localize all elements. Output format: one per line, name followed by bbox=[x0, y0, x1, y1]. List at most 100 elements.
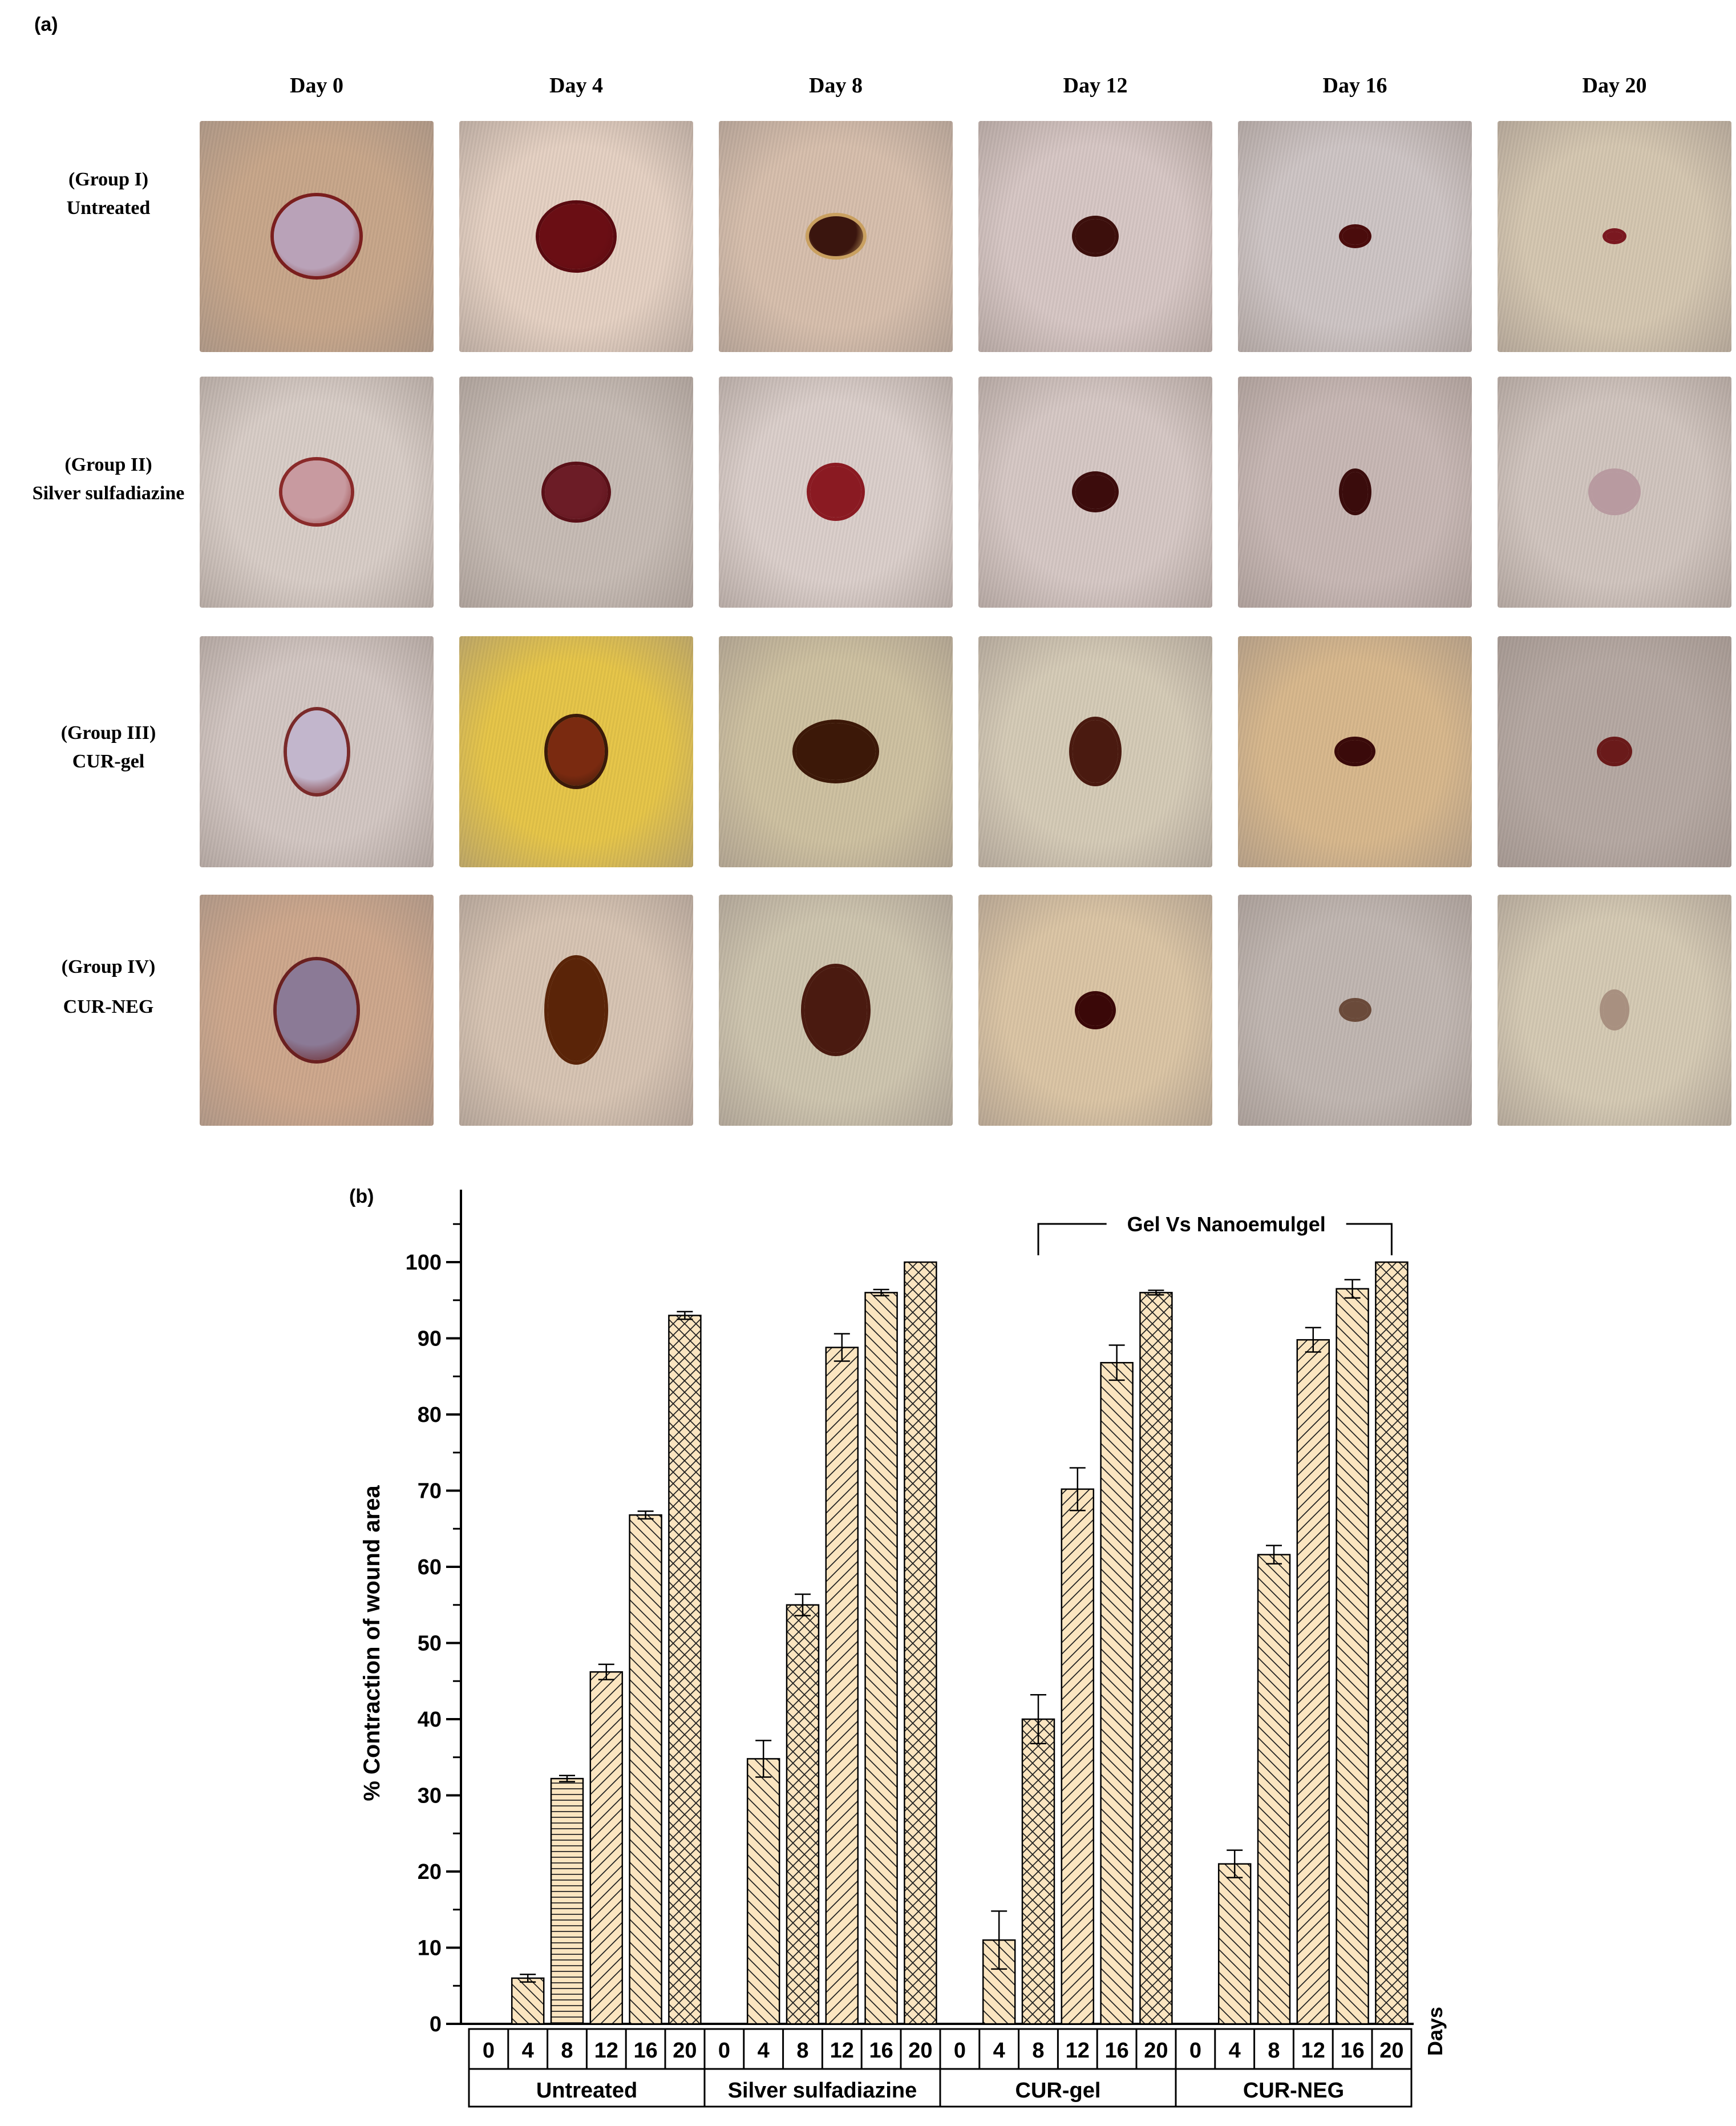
wound-area bbox=[539, 203, 613, 269]
wound-area bbox=[282, 460, 351, 523]
panel-b-label: (b) bbox=[349, 1186, 374, 1207]
wound-photo bbox=[1238, 636, 1472, 867]
wound-photo bbox=[1498, 636, 1731, 867]
group-label-line1: (Group IV) bbox=[61, 956, 156, 977]
wound-area bbox=[808, 216, 863, 256]
bar bbox=[629, 1514, 662, 2025]
day-tick-label: 16 bbox=[1340, 2039, 1364, 2063]
day-header: Day 16 bbox=[1322, 74, 1387, 98]
group-label: (Group I) Untreated bbox=[0, 165, 217, 223]
y-tick-label: 30 bbox=[418, 1784, 442, 1808]
day-tick-label: 8 bbox=[1032, 2039, 1044, 2063]
wound-area bbox=[1338, 740, 1372, 763]
wound-area bbox=[548, 717, 605, 786]
bar bbox=[746, 1758, 780, 2025]
day-tick-label: 0 bbox=[1189, 2039, 1201, 2063]
y-tick-label: 40 bbox=[418, 1708, 442, 1732]
group-label: (Group IV) CUR-NEG bbox=[0, 953, 217, 1021]
day-tick-label: 16 bbox=[1104, 2039, 1128, 2063]
day-tick-label: 20 bbox=[908, 2039, 932, 2063]
day-tick-label: 20 bbox=[673, 2039, 697, 2063]
wound-photo bbox=[978, 121, 1212, 352]
day-tick-label: 16 bbox=[869, 2039, 893, 2063]
group-label-line1: (Group III) bbox=[60, 722, 156, 743]
wound-photo bbox=[719, 895, 953, 1126]
wound-photo bbox=[200, 377, 434, 608]
wound-photo bbox=[719, 636, 953, 867]
day-tick-label: 0 bbox=[954, 2039, 966, 2063]
group-tick-label: CUR-gel bbox=[1015, 2079, 1101, 2103]
bar bbox=[550, 1777, 584, 2025]
panel-a-label: (a) bbox=[34, 14, 58, 35]
day-tick-label: 12 bbox=[1066, 2039, 1090, 2063]
wound-photo bbox=[1238, 895, 1472, 1126]
day-tick-label: 20 bbox=[1144, 2039, 1168, 2063]
group-label: (Group III) CUR-gel bbox=[0, 719, 217, 776]
wound-photo bbox=[978, 636, 1212, 867]
wound-area bbox=[1075, 475, 1115, 509]
day-tick-label: 20 bbox=[1379, 2039, 1403, 2063]
group-label-line2: CUR-NEG bbox=[63, 996, 154, 1017]
wound-area bbox=[1073, 720, 1118, 783]
wound-photo bbox=[978, 377, 1212, 608]
day-tick-label: 12 bbox=[1301, 2039, 1325, 2063]
wound-area bbox=[1075, 219, 1115, 253]
day-tick-label: 8 bbox=[561, 2039, 573, 2063]
x-axis-title: Days bbox=[1423, 2007, 1447, 2056]
group-label-line1: (Group II) bbox=[64, 454, 152, 475]
wound-area bbox=[1606, 232, 1623, 241]
wound-area bbox=[1342, 1001, 1368, 1018]
wound-area bbox=[277, 960, 357, 1060]
wound-area bbox=[286, 710, 347, 793]
group-label: (Group II) Silver sulfadiazine bbox=[0, 451, 217, 508]
day-header: Day 0 bbox=[290, 74, 343, 98]
y-tick-label: 90 bbox=[418, 1327, 442, 1351]
day-tick-label: 16 bbox=[633, 2039, 657, 2063]
wound-area bbox=[1600, 740, 1629, 763]
day-tick-label: 0 bbox=[483, 2039, 495, 2063]
wound-photo bbox=[719, 377, 953, 608]
bar bbox=[511, 1977, 545, 2025]
bar bbox=[1296, 1339, 1330, 2025]
day-header: Day 4 bbox=[549, 74, 603, 98]
day-tick-label: 8 bbox=[1268, 2039, 1280, 2063]
wound-area bbox=[1592, 472, 1637, 512]
wound-photo bbox=[200, 895, 434, 1126]
wound-photo bbox=[1498, 121, 1731, 352]
day-header: Day 8 bbox=[809, 74, 863, 98]
group-tick-label: CUR-NEG bbox=[1243, 2079, 1344, 2103]
day-tick-label: 4 bbox=[522, 2039, 534, 2063]
comparison-label-bg bbox=[1106, 1211, 1346, 1236]
wound-area bbox=[1603, 993, 1626, 1027]
wound-photo bbox=[200, 121, 434, 352]
day-tick-label: 12 bbox=[830, 2039, 854, 2063]
group-tick-label: Silver sulfadiazine bbox=[728, 2079, 917, 2103]
y-tick-label: 0 bbox=[430, 2012, 442, 2036]
wound-area bbox=[796, 723, 876, 780]
bar bbox=[864, 1292, 898, 2025]
bar bbox=[825, 1347, 859, 2025]
wound-photo bbox=[1238, 121, 1472, 352]
day-tick-label: 4 bbox=[758, 2039, 770, 2063]
wound-area bbox=[1078, 994, 1112, 1026]
bar bbox=[1375, 1261, 1409, 2025]
wound-photo bbox=[459, 636, 693, 867]
bar bbox=[1139, 1292, 1173, 2025]
wound-area bbox=[1342, 472, 1368, 512]
day-tick-label: 8 bbox=[796, 2039, 808, 2063]
y-tick-label: 80 bbox=[418, 1403, 442, 1427]
wound-photo bbox=[1498, 895, 1731, 1126]
wound-photo bbox=[1498, 377, 1731, 608]
wound-photo bbox=[200, 636, 434, 867]
bar bbox=[668, 1315, 702, 2025]
wound-photo bbox=[459, 121, 693, 352]
y-tick-label: 50 bbox=[418, 1632, 442, 1656]
wound-photo bbox=[1238, 377, 1472, 608]
bar bbox=[1021, 1718, 1055, 2025]
wound-area bbox=[545, 464, 608, 519]
day-header: Day 20 bbox=[1582, 74, 1647, 98]
bar bbox=[1217, 1863, 1252, 2025]
day-tick-label: 4 bbox=[1229, 2039, 1241, 2063]
group-label-line2: CUR-gel bbox=[72, 751, 145, 772]
